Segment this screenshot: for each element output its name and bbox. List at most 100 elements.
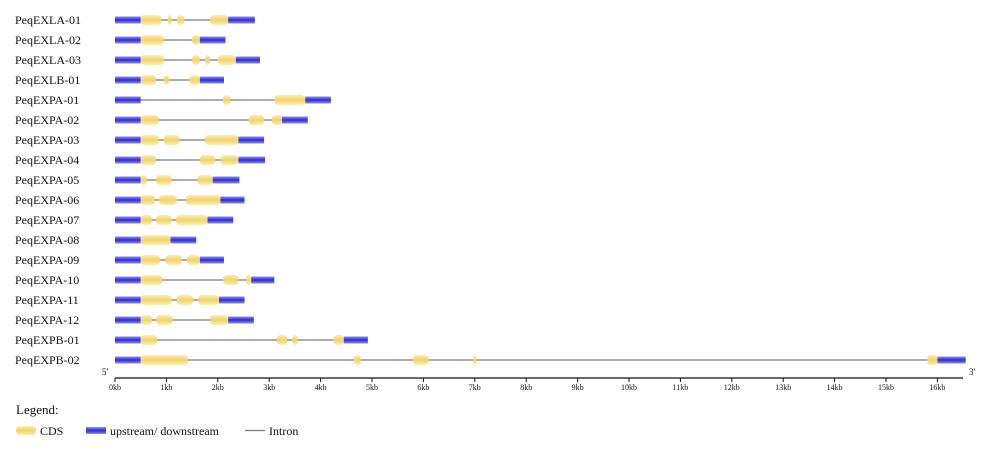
cds-exon (140, 275, 163, 285)
three-prime-label: 3' (969, 367, 976, 377)
gene-label: PeqEXLA-01 (15, 13, 81, 27)
cds-exon (192, 55, 200, 65)
axis-ticks: 0kb 1kb 2kb 3kb 4kb 5kb 6kb 7kb 8kb 9kb 10kb 11kb 12… (109, 378, 945, 392)
cds-exon (140, 355, 188, 365)
utr-3-segment (228, 316, 254, 324)
axis-tick-label: 0kb (109, 383, 121, 392)
cds-exon (140, 295, 172, 305)
cds-exon (292, 335, 298, 345)
cds-exon (276, 335, 288, 345)
cds-exon (220, 155, 239, 165)
cds-exon (222, 275, 239, 285)
utr-3-segment (199, 256, 224, 264)
utr-3-segment (220, 196, 245, 204)
utr-3-segment (937, 356, 966, 364)
cds-exon (140, 175, 147, 185)
cds-exon (333, 335, 344, 345)
cds-exon (140, 255, 161, 265)
utr-5-segment (115, 236, 141, 244)
axis-tick-label: 16kb (929, 383, 945, 392)
legend-utr-swatch (86, 427, 106, 434)
axis-tick-label: 9kb (572, 383, 584, 392)
utr-5-segment (115, 296, 141, 304)
axis-tick-label: 1kb (160, 383, 172, 392)
utr-5-segment (115, 96, 141, 104)
axis-tick-label: 6kb (417, 383, 429, 392)
gene-label: PeqEXPA-12 (15, 313, 79, 327)
cds-exon (246, 275, 252, 285)
gene-row: PeqEXLB-01 (15, 73, 224, 87)
cds-exon (413, 355, 429, 365)
axis-tick-label: 12kb (724, 383, 740, 392)
cds-exon (274, 95, 306, 105)
gene-label: PeqEXPA-02 (15, 113, 79, 127)
cds-exon (354, 355, 361, 365)
cds-exon (158, 195, 177, 205)
utr-3-segment (305, 96, 331, 104)
gene-row: PeqEXPA-08 (15, 233, 197, 247)
utr-5-segment (115, 336, 141, 344)
utr-3-segment (228, 16, 255, 24)
utr-5-segment (115, 256, 141, 264)
cds-exon (210, 315, 229, 325)
utr-5-segment (115, 76, 141, 84)
five-prime-label: 5' (102, 367, 109, 377)
cds-exon (185, 195, 221, 205)
gene-row: PeqEXPA-11 (15, 293, 245, 307)
gene-label: PeqEXPA-05 (15, 173, 79, 187)
axis-tick-label: 11kb (673, 383, 689, 392)
legend-utr-label: upstream/ downstream (110, 424, 220, 438)
axis-tick-label: 3kb (263, 383, 275, 392)
cds-exon (140, 35, 164, 45)
cds-exon (165, 255, 182, 265)
utr-5-segment (115, 176, 141, 184)
utr-5-segment (115, 136, 141, 144)
legend: Legend: CDS upstream/ downstream Intron (16, 402, 298, 438)
utr-5-segment (115, 56, 141, 64)
cds-exon (473, 355, 477, 365)
cds-exon (163, 135, 180, 145)
cds-exon (140, 115, 159, 125)
gene-row: PeqEXLA-02 (15, 33, 226, 47)
gene-rows: PeqEXLA-01 PeqEXLA-02 PeqEXLA-03 PeqEXLB-01… (15, 13, 966, 367)
cds-exon (156, 315, 173, 325)
legend-intron-label: Intron (269, 424, 298, 438)
gene-label: PeqEXPA-10 (15, 273, 79, 287)
utr-5-segment (115, 316, 141, 324)
cds-exon (156, 175, 172, 185)
cds-exon (189, 75, 200, 85)
utr-3-segment (212, 176, 240, 184)
axis-tick-label: 2kb (212, 383, 224, 392)
cds-exon (140, 215, 153, 225)
axis-tick-label: 14kb (827, 383, 843, 392)
gene-row: PeqEXPA-12 (15, 313, 254, 327)
utr-3-segment (170, 236, 197, 244)
utr-3-segment (238, 136, 265, 144)
cds-exon (140, 15, 162, 25)
cds-exon (204, 55, 211, 65)
utr-3-segment (199, 76, 224, 84)
utr-3-segment (238, 156, 266, 164)
gene-label: PeqEXLA-03 (15, 53, 81, 67)
cds-exon (248, 115, 265, 125)
utr-5-segment (115, 116, 141, 124)
kb-axis: 5' 3' 0kb 1kb 2kb 3kb 4kb 5kb 6kb 7kb 8kb 9kb 10kb… (102, 367, 976, 392)
gene-row: PeqEXPB-01 (15, 333, 368, 347)
legend-cds-label: CDS (40, 424, 63, 438)
gene-row: PeqEXPB-02 (15, 353, 966, 367)
gene-label: PeqEXLB-01 (15, 73, 80, 87)
cds-exon (140, 155, 157, 165)
axis-tick-label: 5kb (366, 383, 378, 392)
utr-3-segment (235, 56, 260, 64)
cds-exon (198, 295, 219, 305)
cds-exon (197, 175, 213, 185)
utr-3-segment (343, 336, 368, 344)
axis-tick-label: 7kb (469, 383, 481, 392)
utr-3-segment (207, 216, 234, 224)
gene-row: PeqEXPA-09 (15, 253, 224, 267)
gene-label: PeqEXPB-02 (15, 353, 80, 367)
utr-5-segment (115, 356, 141, 364)
cds-exon (156, 215, 172, 225)
cds-exon (199, 155, 216, 165)
cds-exon (176, 15, 185, 25)
